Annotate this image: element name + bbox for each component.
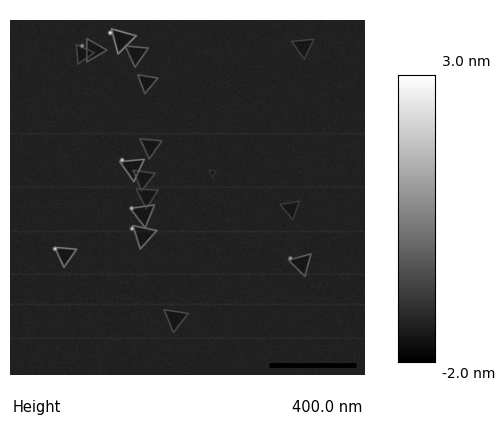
Text: 3.0 nm: 3.0 nm [442, 55, 490, 69]
Text: -2.0 nm: -2.0 nm [442, 367, 495, 381]
Text: Height: Height [12, 400, 61, 415]
Text: 400.0 nm: 400.0 nm [292, 400, 362, 415]
